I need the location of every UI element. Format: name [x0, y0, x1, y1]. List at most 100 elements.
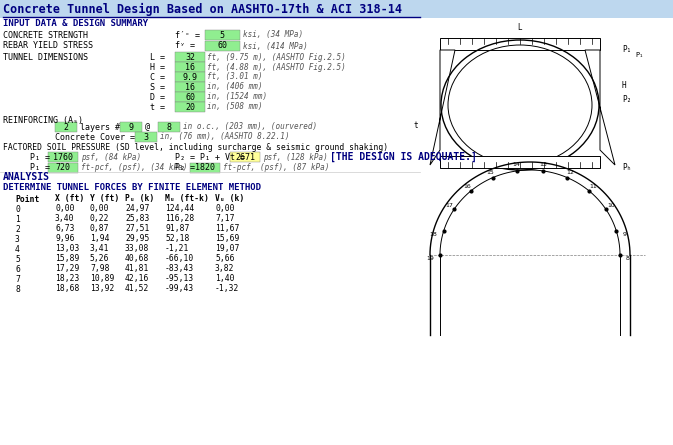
Text: REBAR YIELD STRESS: REBAR YIELD STRESS — [3, 41, 93, 50]
Text: 1,40: 1,40 — [215, 275, 234, 283]
Bar — [48, 152, 78, 162]
Text: 11: 11 — [589, 184, 597, 189]
Bar — [175, 82, 205, 92]
Text: 24,97: 24,97 — [125, 205, 149, 214]
Text: Y (ft): Y (ft) — [90, 194, 119, 203]
Text: 14: 14 — [512, 162, 520, 167]
Bar — [190, 163, 220, 173]
Bar — [440, 38, 600, 50]
Text: 10,89: 10,89 — [90, 275, 114, 283]
Text: [THE DESIGN IS ADEQUATE.]: [THE DESIGN IS ADEQUATE.] — [330, 152, 477, 162]
Text: 40,68: 40,68 — [125, 255, 149, 263]
Text: @: @ — [145, 122, 150, 132]
Text: Vᵤ (k): Vᵤ (k) — [215, 194, 244, 203]
Text: 1760: 1760 — [53, 153, 73, 162]
Text: 9,96: 9,96 — [55, 235, 75, 243]
Text: 33,08: 33,08 — [125, 244, 149, 254]
Text: P₁: P₁ — [622, 45, 631, 54]
Text: 4: 4 — [15, 244, 20, 254]
Text: P₂ =: P₂ = — [175, 163, 195, 173]
Text: 16: 16 — [185, 62, 195, 72]
Text: 9.9: 9.9 — [182, 73, 197, 81]
Text: -66,10: -66,10 — [165, 255, 194, 263]
Bar — [440, 156, 600, 168]
Text: 19,07: 19,07 — [215, 244, 240, 254]
Text: P₂: P₂ — [622, 96, 631, 105]
Text: H =: H = — [150, 62, 165, 72]
Text: 13,03: 13,03 — [55, 244, 79, 254]
Text: ft, (9.75 m), (AASHTO Fig.2.5): ft, (9.75 m), (AASHTO Fig.2.5) — [207, 53, 346, 61]
Text: D =: D = — [150, 93, 165, 101]
Text: 3,41: 3,41 — [90, 244, 110, 254]
Text: 3,40: 3,40 — [55, 214, 75, 223]
Text: TUNNEL DIMENSIONS: TUNNEL DIMENSIONS — [3, 53, 88, 61]
Text: ksi, (34 MPa): ksi, (34 MPa) — [243, 31, 303, 40]
Text: 7: 7 — [15, 275, 20, 283]
Text: 32: 32 — [185, 53, 195, 61]
Text: 8: 8 — [626, 255, 630, 260]
Text: 3: 3 — [143, 133, 149, 142]
Text: Point: Point — [15, 194, 40, 203]
Text: -83,43: -83,43 — [165, 264, 194, 274]
Text: ANALYSIS: ANALYSIS — [3, 172, 50, 182]
Text: 11,67: 11,67 — [215, 224, 240, 234]
Text: FACTORED SOIL PRESSURE (SD level, including surcharge & seismic ground shaking): FACTORED SOIL PRESSURE (SD level, includ… — [3, 142, 388, 151]
Text: 42,16: 42,16 — [125, 275, 149, 283]
Text: fʸ =: fʸ = — [175, 41, 195, 50]
Text: 3: 3 — [15, 235, 20, 243]
Text: in, (508 mm): in, (508 mm) — [207, 102, 262, 112]
Text: in, (76 mm), (AASHTO 8.22.1): in, (76 mm), (AASHTO 8.22.1) — [160, 133, 289, 142]
Text: in, (406 mm): in, (406 mm) — [207, 82, 262, 92]
Text: 15: 15 — [487, 170, 494, 175]
Text: ft, (3.01 m): ft, (3.01 m) — [207, 73, 262, 81]
Bar — [175, 102, 205, 112]
Text: 18,23: 18,23 — [55, 275, 79, 283]
Text: 2: 2 — [15, 224, 20, 234]
Text: 19: 19 — [426, 255, 434, 260]
Text: 0: 0 — [15, 205, 20, 214]
Text: 16: 16 — [463, 184, 471, 189]
Text: L =: L = — [150, 53, 165, 61]
Text: 5: 5 — [15, 255, 20, 263]
Text: 12: 12 — [566, 170, 574, 175]
Text: 0,00: 0,00 — [215, 205, 234, 214]
Bar — [175, 72, 205, 82]
Text: 9: 9 — [129, 122, 133, 132]
Text: 720: 720 — [55, 163, 71, 173]
Text: 13: 13 — [540, 162, 548, 167]
Text: Mᵤ (ft-k): Mᵤ (ft-k) — [165, 194, 209, 203]
Text: 5,66: 5,66 — [215, 255, 234, 263]
Text: 9: 9 — [623, 231, 627, 237]
Text: t: t — [413, 121, 418, 129]
Text: -95,13: -95,13 — [165, 275, 194, 283]
Text: 0,00: 0,00 — [90, 205, 110, 214]
Text: 124,44: 124,44 — [165, 205, 194, 214]
Text: 0,22: 0,22 — [90, 214, 110, 223]
Text: 116,28: 116,28 — [165, 214, 194, 223]
Text: 25,83: 25,83 — [125, 214, 149, 223]
Text: Pᵤ (k): Pᵤ (k) — [125, 194, 154, 203]
Text: CONCRETE STRENGTH: CONCRETE STRENGTH — [3, 31, 88, 40]
Text: 7,17: 7,17 — [215, 214, 234, 223]
Text: 41,81: 41,81 — [125, 264, 149, 274]
Text: 5,26: 5,26 — [90, 255, 110, 263]
Text: 10: 10 — [607, 203, 614, 208]
Text: in, (1524 mm): in, (1524 mm) — [207, 93, 267, 101]
Text: INPUT DATA & DESIGN SUMMARY: INPUT DATA & DESIGN SUMMARY — [3, 20, 148, 28]
Bar — [205, 30, 240, 40]
Bar — [158, 122, 180, 132]
Text: 17: 17 — [446, 203, 453, 208]
Text: ft-pcf, (psf), (87 kPa): ft-pcf, (psf), (87 kPa) — [223, 163, 329, 173]
Bar — [205, 41, 240, 51]
Text: X (ft): X (ft) — [55, 194, 84, 203]
Bar — [175, 52, 205, 62]
Text: DETERMINE TUNNEL FORCES BY FINITE ELEMENT METHOD: DETERMINE TUNNEL FORCES BY FINITE ELEMEN… — [3, 182, 261, 191]
Text: 1820: 1820 — [195, 163, 215, 173]
Text: f′ᶜ =: f′ᶜ = — [175, 31, 200, 40]
Text: 60: 60 — [185, 93, 195, 101]
Text: 15,89: 15,89 — [55, 255, 79, 263]
Text: 52,18: 52,18 — [165, 235, 189, 243]
Text: C =: C = — [150, 73, 165, 81]
Text: Pₕ: Pₕ — [622, 163, 631, 173]
Text: 8: 8 — [166, 122, 172, 132]
